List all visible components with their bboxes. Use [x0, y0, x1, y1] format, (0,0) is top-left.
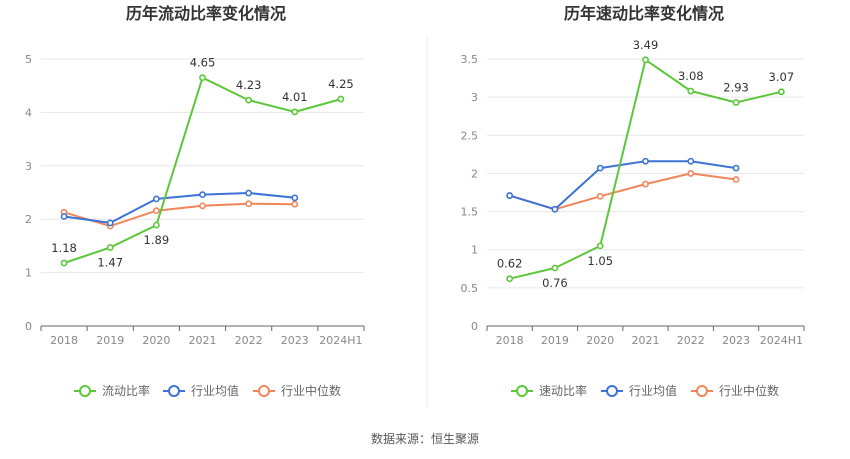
chart-current-ratio: 0 1 2 3 4 5 2018 2019 2020 2021 2022 2023 2024H1 1.18… [25, 53, 365, 398]
series-line-1 [509, 160, 737, 211]
x-tick-label: 2021 [189, 334, 217, 347]
x-tick-label: 2020 [586, 334, 614, 347]
y-tick-label: 4 [25, 106, 32, 119]
x-tick-label: 2018 [496, 334, 524, 347]
data-point [596, 164, 604, 172]
data-label: 0.62 [497, 257, 523, 271]
x-tick-label: 2022 [235, 334, 263, 347]
data-point [291, 108, 299, 116]
data-point [106, 219, 114, 227]
data-point [596, 242, 604, 250]
legend-label: 流动比率 [102, 383, 150, 398]
x-tick-label: 2022 [677, 334, 705, 347]
data-point [291, 194, 299, 202]
y-tick-label: 2 [471, 167, 478, 180]
y-tick-label: 0 [471, 320, 478, 333]
data-point [106, 244, 114, 251]
y-tick-label: 0.5 [461, 282, 479, 295]
data-point [199, 202, 206, 210]
x-tick-label: 2023 [722, 334, 750, 347]
data-point [199, 74, 206, 82]
data-point [60, 213, 68, 220]
data-label: 1.47 [97, 256, 123, 270]
data-label: 4.65 [190, 56, 216, 70]
x-tick-label: 2024H1 [760, 334, 803, 347]
chart-quick-ratio: 0 0.5 1 1.5 2 2.5 3 3.5 2018 2019 2020 2021 2022 2023… [461, 38, 805, 398]
legend-marker [258, 385, 270, 397]
chart-1-title: 历年流动比率变化情况 [126, 4, 286, 23]
legend-marker [696, 385, 708, 397]
data-label: 0.76 [542, 276, 568, 290]
data-point [506, 192, 514, 199]
legend-label: 行业中位数 [281, 383, 341, 398]
legend-label: 行业均值 [629, 383, 677, 398]
series-line-1 [63, 192, 295, 224]
data-point [642, 157, 649, 165]
data-label: 1.05 [587, 254, 613, 268]
data-point [687, 157, 695, 165]
data-point [596, 192, 604, 200]
y-tick-label: 3.5 [461, 53, 479, 66]
data-point [245, 200, 253, 208]
data-point [732, 164, 740, 172]
legend-marker [606, 385, 618, 397]
data-point [732, 99, 740, 106]
x-tick-label: 2024H1 [319, 334, 362, 347]
y-tick-label: 1 [471, 244, 478, 257]
data-label: 1.18 [51, 241, 77, 255]
series-line-2 [509, 172, 737, 211]
x-tick-label: 2023 [281, 334, 309, 347]
data-point [642, 56, 649, 64]
x-tick-label: 2019 [96, 334, 124, 347]
legend-label: 速动比率 [539, 383, 587, 398]
y-tick-label: 5 [25, 53, 32, 66]
data-point [337, 95, 345, 103]
legend-label: 行业中位数 [719, 383, 779, 398]
x-tick-label: 2020 [142, 334, 170, 347]
data-label: 4.23 [236, 78, 262, 92]
data-label: 2.93 [723, 80, 749, 94]
series-line-2 [63, 202, 295, 228]
y-tick-label: 3 [25, 160, 32, 173]
legend-marker [168, 385, 180, 397]
data-point [152, 221, 160, 229]
chart-2-title: 历年速动比率变化情况 [564, 4, 724, 23]
data-point [642, 180, 649, 188]
legend-marker [516, 385, 528, 397]
data-label: 3.08 [678, 69, 704, 83]
data-point [245, 96, 253, 104]
y-tick-label: 3 [471, 91, 478, 104]
data-point [687, 87, 695, 95]
data-point [732, 176, 740, 183]
y-tick-label: 1.5 [461, 206, 479, 219]
legend-marker [79, 385, 91, 397]
legend-label: 行业均值 [191, 383, 239, 398]
data-point [551, 264, 559, 272]
y-tick-label: 2 [25, 213, 32, 226]
data-point [199, 191, 206, 199]
data-point [506, 275, 514, 283]
data-label: 4.25 [328, 77, 354, 91]
data-point [777, 88, 785, 96]
x-tick-label: 2019 [541, 334, 569, 347]
x-tick-label: 2018 [50, 334, 78, 347]
data-point [291, 200, 299, 208]
data-point [551, 205, 559, 213]
data-point [152, 207, 160, 215]
series-line-0 [63, 76, 342, 264]
data-point [245, 189, 253, 197]
data-point [60, 259, 68, 267]
data-point [152, 195, 160, 203]
data-point [687, 170, 695, 177]
y-tick-label: 2.5 [461, 129, 479, 142]
data-label: 3.49 [633, 38, 659, 52]
data-source-note: 数据来源：恒生聚源 [370, 432, 479, 446]
data-label: 4.01 [282, 90, 308, 104]
data-label: 3.07 [769, 70, 795, 84]
x-tick-label: 2021 [632, 334, 660, 347]
data-label: 1.89 [144, 233, 170, 247]
y-tick-label: 1 [25, 267, 32, 280]
y-tick-label: 0 [25, 320, 32, 333]
